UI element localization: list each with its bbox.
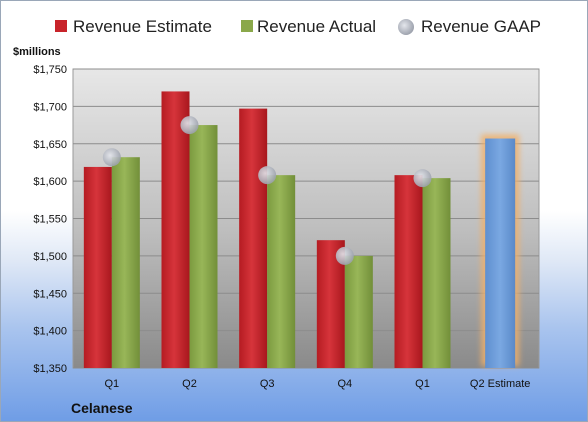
x-category-label: Q1 xyxy=(415,378,430,390)
bar-revenue-estimate xyxy=(239,108,268,369)
y-tick-label: $1,600 xyxy=(33,176,67,188)
x-category-label: Q1 xyxy=(104,378,119,390)
x-axis-labels: Q1 Q2 Q3 Q4 Q1 Q2 Estimate xyxy=(104,378,530,390)
bar-revenue-actual xyxy=(422,178,451,368)
x-category-label: Q2 Estimate xyxy=(470,378,531,390)
bar-revenue-estimate xyxy=(394,175,423,368)
legend-label-revenue-gaap: Revenue GAAP xyxy=(421,17,541,36)
marker-revenue-gaap xyxy=(102,148,121,167)
legend-label-revenue-estimate: Revenue Estimate xyxy=(73,17,212,36)
legend: Revenue Estimate Revenue Actual Revenue … xyxy=(55,17,541,36)
y-tick-label: $1,700 xyxy=(33,101,67,113)
x-category-label: Q3 xyxy=(260,378,275,390)
y-tick-label: $1,650 xyxy=(33,139,67,151)
bar-q2-estimate xyxy=(485,138,516,368)
bar-revenue-actual xyxy=(111,157,140,368)
bar-revenue-actual xyxy=(267,175,296,368)
y-tick-label: $1,550 xyxy=(33,214,67,226)
company-name: Celanese xyxy=(71,400,133,416)
bars xyxy=(83,91,520,369)
gridlines xyxy=(73,68,539,369)
x-category-label: Q4 xyxy=(337,378,352,390)
y-axis-ticks: $1,750 $1,700 $1,650 $1,600 $1,550 $1,500 $1,4… xyxy=(33,64,67,375)
legend-swatch-revenue-estimate xyxy=(55,20,67,32)
y-axis-unit-label: $millions xyxy=(13,46,61,58)
marker-revenue-gaap xyxy=(335,246,354,265)
legend-swatch-revenue-actual xyxy=(241,20,253,32)
bar-revenue-estimate xyxy=(161,91,190,369)
y-tick-label: $1,750 xyxy=(33,64,67,76)
marker-revenue-gaap xyxy=(180,116,199,135)
bar-revenue-actual xyxy=(189,125,218,368)
y-tick-label: $1,500 xyxy=(33,251,67,263)
bar-revenue-actual xyxy=(344,255,373,368)
marker-revenue-gaap xyxy=(413,169,432,188)
marker-revenue-gaap xyxy=(258,166,277,185)
y-tick-label: $1,350 xyxy=(33,363,67,375)
legend-label-revenue-actual: Revenue Actual xyxy=(257,17,376,36)
bar-revenue-estimate xyxy=(83,166,112,368)
y-tick-label: $1,450 xyxy=(33,288,67,300)
x-category-label: Q2 xyxy=(182,378,197,390)
y-tick-label: $1,400 xyxy=(33,326,67,338)
legend-marker-revenue-gaap xyxy=(398,19,414,35)
